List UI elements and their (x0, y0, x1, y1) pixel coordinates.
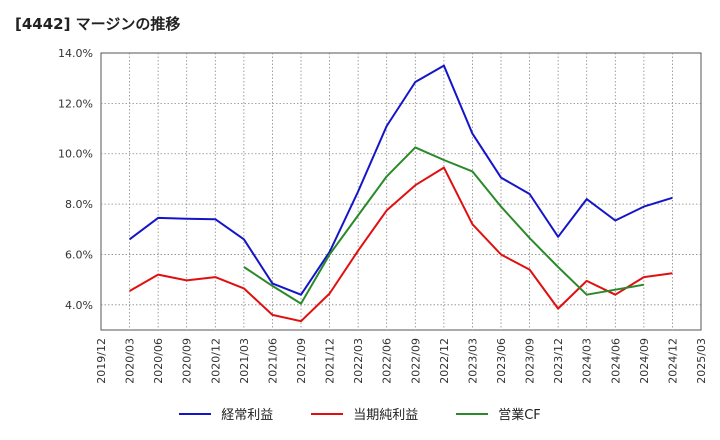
x-tick-label: 2023/09 (524, 338, 537, 384)
x-tick-label: 2022/09 (409, 338, 422, 384)
x-tick-label: 2024/06 (609, 338, 622, 384)
y-tick-label: 8.0% (65, 198, 93, 211)
legend-item-ordinary-profit: 経常利益 (179, 404, 273, 423)
x-tick-label: 2023/12 (552, 338, 565, 384)
x-tick-label: 2021/03 (238, 338, 251, 384)
x-tick-label: 2022/12 (438, 338, 451, 384)
legend-item-net-profit: 当期純利益 (311, 404, 418, 423)
y-tick-label: 4.0% (65, 299, 93, 312)
x-tick-label: 2024/03 (581, 338, 594, 384)
series-line-0 (128, 64, 673, 296)
legend-label-operating-cf: 営業CF (498, 408, 541, 423)
x-tick-label: 2023/03 (466, 338, 479, 384)
x-tick-label: 2022/06 (381, 338, 394, 384)
series-line-1 (129, 166, 673, 323)
x-tick-label: 2020/06 (152, 338, 165, 384)
x-tick-label: 2021/09 (295, 338, 308, 384)
series-line-2 (243, 146, 645, 305)
chart-title: [4442] マージンの推移 (15, 15, 181, 33)
x-tick-label: 2024/12 (666, 338, 679, 384)
x-tick-label: 2020/09 (181, 338, 194, 384)
y-tick-label: 6.0% (65, 248, 93, 261)
x-tick-label: 2020/03 (124, 338, 137, 384)
y-tick-label: 10.0% (58, 148, 93, 161)
x-tick-label: 2022/03 (352, 338, 365, 384)
x-tick-label: 2021/12 (324, 338, 337, 384)
x-tick-label: 2019/12 (95, 338, 108, 384)
x-tick-label: 2023/06 (495, 338, 508, 384)
legend-swatch-net-profit (311, 412, 344, 415)
x-tick-label: 2025/03 (695, 338, 708, 384)
legend-swatch-ordinary-profit (179, 412, 212, 415)
y-tick-label: 14.0% (58, 47, 93, 60)
plot-area (100, 52, 702, 331)
legend-swatch-operating-cf (456, 412, 489, 415)
x-tick-label: 2021/06 (266, 338, 279, 384)
x-tick-label: 2024/09 (638, 338, 651, 384)
y-tick-label: 12.0% (58, 97, 93, 110)
margin-line-chart: 4.0% 6.0% 8.0% 10.0% 12.0% 14.0% 2019/12 2020/0… (58, 47, 708, 384)
legend-label-ordinary-profit: 経常利益 (221, 408, 274, 423)
x-tick-label: 2020/12 (209, 338, 222, 384)
legend-item-operating-cf: 営業CF (456, 404, 541, 423)
legend-label-net-profit: 当期純利益 (353, 408, 419, 423)
chart-legend: 経常利益 当期純利益 営業CF (0, 404, 720, 423)
